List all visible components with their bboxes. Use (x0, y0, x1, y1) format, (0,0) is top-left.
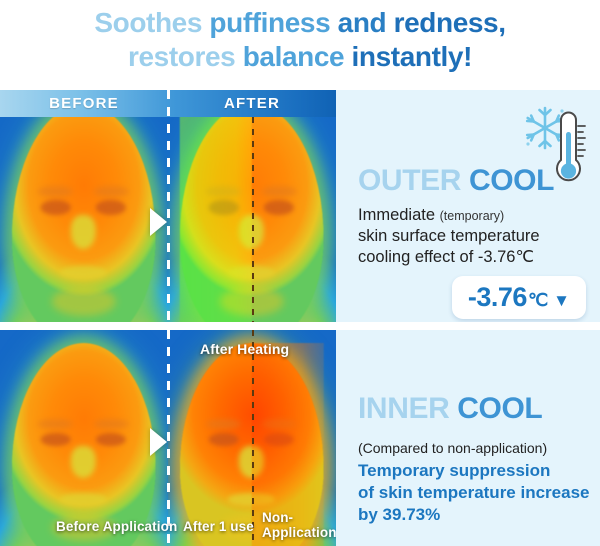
outer-cool-title: OUTER COOL (358, 164, 554, 198)
chin (52, 287, 116, 317)
transition-arrow-icon (150, 208, 167, 236)
headline-line-1: Soothes puffiness and redness, (94, 6, 506, 40)
thermal-panel-inner-cool: After Heating Before Application After 1… (0, 330, 336, 546)
divider-dashed-white (167, 330, 170, 546)
brow-left (205, 419, 241, 430)
after-label: AFTER (224, 95, 280, 112)
mouth (227, 493, 276, 506)
headline-word-soothes: Soothes (94, 7, 210, 38)
title-word-cool: COOL (457, 392, 543, 425)
eye-right (95, 432, 126, 447)
badge-unit: ℃ (527, 290, 549, 310)
eye-left (40, 432, 71, 447)
headline-word-and: and (337, 7, 394, 38)
eye-right (263, 200, 294, 215)
headline-word-instantly: instantly! (351, 41, 473, 72)
headline-word-balance: balance (242, 41, 352, 72)
snowflake-thermometer-group (521, 102, 586, 182)
caption-after-heating: After Heating (200, 341, 290, 357)
caption-non-line2: Application (262, 525, 336, 540)
headline-line-2: restores balance instantly! (128, 40, 472, 74)
outer-cool-line-1-main: Immediate (358, 206, 440, 224)
eye-left (40, 200, 71, 215)
snowflake-icon (525, 106, 569, 150)
inner-cool-title: INNER COOL (358, 392, 543, 426)
outer-cool-line-3: cooling effect of -3.76℃ (358, 248, 534, 266)
inner-cool-panel: INNER COOL (Compared to non-application)… (336, 330, 600, 546)
divider-dashed-dark (252, 117, 254, 322)
headline-word-puffiness: puffiness (209, 7, 338, 38)
thermal-image-column: BEFORE AFTER (0, 90, 336, 546)
thermometer-icon (556, 111, 586, 182)
brow-right (94, 185, 129, 197)
divider-dashed-white (167, 90, 170, 322)
brow-left (37, 185, 73, 197)
caption-after-1-use: After 1 use (183, 519, 254, 534)
eye-left (208, 200, 239, 215)
brow-right (262, 419, 297, 430)
outer-cool-line-2: skin surface temperature (358, 227, 540, 245)
caption-non-application: Non- Application (262, 510, 336, 540)
eye-right (95, 200, 126, 215)
inner-cool-line-1: Temporary suppression (358, 461, 551, 480)
mouth (59, 265, 108, 279)
brow-left (205, 185, 241, 197)
thermal-face-before (0, 90, 168, 322)
temperature-badge[interactable]: -3.76 ℃ ▼ (451, 276, 586, 319)
title-word-cool: COOL (468, 164, 555, 197)
nose (70, 446, 96, 478)
chin (52, 513, 116, 541)
mouth (59, 493, 108, 506)
caption-non-line1: Non- (262, 510, 294, 525)
eye-right (263, 432, 294, 447)
title-word-inner: INNER (358, 392, 450, 425)
outer-cool-panel: OUTER COOL Immediate (temporary) skin su… (336, 90, 600, 322)
down-triangle-icon: ▼ (553, 291, 570, 310)
panel-separator (0, 322, 600, 330)
face-shape (11, 342, 157, 546)
brow-left (37, 419, 73, 430)
nose (70, 214, 96, 249)
thermal-face-before-application (0, 330, 168, 546)
headline-word-restores: restores (127, 41, 243, 72)
inner-cool-line-3: by 39.73% (358, 505, 441, 524)
inner-cool-paren: (Compared to non-application) (358, 440, 548, 456)
thermal-panel-outer-cool: BEFORE AFTER (0, 90, 336, 322)
outer-cool-line-1-small: (temporary) (439, 209, 505, 223)
chin (220, 513, 284, 541)
headline: Soothes puffiness and redness, restores … (0, 0, 600, 90)
headline-word-redness: redness, (393, 7, 506, 38)
face-shape (11, 103, 157, 322)
title-word-outer: OUTER (358, 164, 462, 197)
outer-cool-line-1: Immediate (temporary) (358, 205, 504, 227)
inner-cool-line-2: of skin temperature increase (358, 483, 590, 502)
divider-dashed-dark (252, 330, 254, 546)
brow-right (262, 185, 297, 197)
badge-value: -3.76 (467, 282, 528, 312)
caption-before-application: Before Application (56, 519, 178, 534)
transition-arrow-icon (150, 428, 167, 456)
brow-right (94, 419, 129, 430)
before-label: BEFORE (49, 95, 119, 112)
eye-left (208, 432, 239, 447)
nose (238, 446, 264, 478)
